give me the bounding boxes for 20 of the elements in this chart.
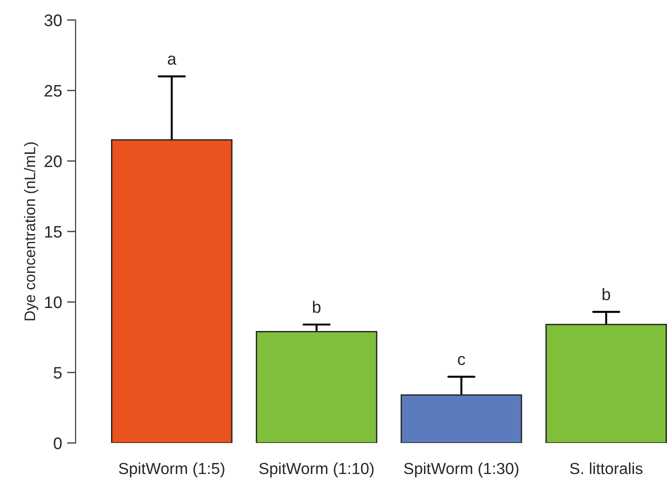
x-tick-label: S. littoralis <box>570 462 642 474</box>
bar <box>111 139 232 443</box>
x-tick-label: SpitWorm (1:30) <box>404 462 518 478</box>
bar <box>256 330 378 443</box>
y-tick-label: 10 <box>45 296 62 308</box>
y-tick-label: 25 <box>44 84 62 97</box>
annotation: c <box>458 356 466 366</box>
y-tick-label: 15 <box>45 226 62 238</box>
annotation: a <box>168 56 176 65</box>
y-tick-label: 30 <box>44 14 62 26</box>
x-tick-label: SpitWorm (1:10) <box>259 462 374 478</box>
annotation: b <box>313 300 320 313</box>
y-axis-title: Dye concentration (nL/mL) <box>24 142 38 320</box>
bar <box>400 394 522 443</box>
y-tick-label: 0 <box>54 437 62 450</box>
y-tick-label: 20 <box>44 155 62 168</box>
bar <box>545 324 667 443</box>
y-tick-label: 5 <box>54 367 62 379</box>
x-tick-label: SpitWorm (1:5) <box>118 462 224 478</box>
annotation: b <box>602 288 610 300</box>
